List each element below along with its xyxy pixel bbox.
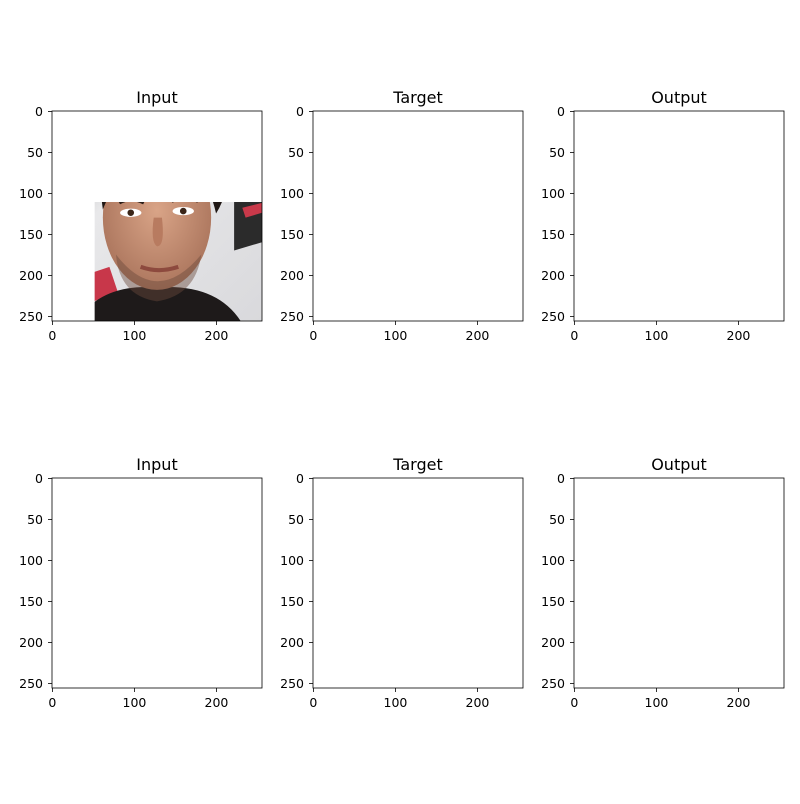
x-tick-label: 0 xyxy=(48,695,56,710)
axes-frame xyxy=(51,477,263,689)
x-tick-label: 0 xyxy=(570,328,578,343)
y-tick-label: 150 xyxy=(280,594,304,609)
panel-title: Output xyxy=(651,455,707,474)
x-tick-label: 200 xyxy=(205,328,229,343)
x-tick-label: 100 xyxy=(645,695,669,710)
image-panel: Output 0 50 100 150 200 250 0 100 200 xyxy=(541,88,787,343)
y-tick-label: 0 xyxy=(296,471,304,486)
x-tick-label: 200 xyxy=(727,328,751,343)
y-tick-label: 50 xyxy=(549,145,565,160)
y-tick-label: 0 xyxy=(35,104,43,119)
x-tick-label: 0 xyxy=(570,695,578,710)
y-tick-label: 100 xyxy=(280,553,304,568)
y-tick-label: 0 xyxy=(35,471,43,486)
x-tick-label: 100 xyxy=(123,328,147,343)
panel-title: Input xyxy=(136,455,177,474)
x-tick-label: 0 xyxy=(309,328,317,343)
axes-frame xyxy=(312,477,524,689)
panel-title: Output xyxy=(651,88,707,107)
y-tick-label: 100 xyxy=(19,553,43,568)
x-tick-label: 200 xyxy=(205,695,229,710)
y-tick-label: 200 xyxy=(541,635,565,650)
y-tick-label: 0 xyxy=(557,471,565,486)
y-tick-label: 50 xyxy=(27,512,43,527)
x-tick-label: 100 xyxy=(384,328,408,343)
y-tick-label: 150 xyxy=(541,594,565,609)
x-tick-label: 200 xyxy=(727,695,751,710)
x-tick-label: 0 xyxy=(48,328,56,343)
axes-frame xyxy=(312,110,524,322)
image-panel: Target 0 50 100 150 200 250 0 100 200 xyxy=(280,455,524,710)
y-tick-label: 0 xyxy=(557,104,565,119)
image-panel: Input 0 50 100 150 200 250 0 100 200 xyxy=(19,88,262,343)
x-tick-label: 200 xyxy=(466,328,490,343)
y-tick-label: 250 xyxy=(280,676,304,691)
image-panel: Target 0 50 100 150 200 250 0 100 200 xyxy=(280,88,524,343)
image-panel: Output 0 50 100 150 200 250 0 100 200 xyxy=(541,455,785,710)
y-tick-label: 150 xyxy=(541,227,565,242)
y-tick-label: 50 xyxy=(549,512,565,527)
face-image xyxy=(574,111,787,321)
y-tick-label: 50 xyxy=(288,512,304,527)
y-tick-label: 200 xyxy=(19,268,43,283)
x-tick-label: 0 xyxy=(309,695,317,710)
y-tick-label: 0 xyxy=(296,104,304,119)
y-tick-label: 50 xyxy=(27,145,43,160)
panel-title: Target xyxy=(392,455,443,474)
y-tick-label: 50 xyxy=(288,145,304,160)
face-image xyxy=(574,478,784,688)
face-image xyxy=(52,478,262,688)
y-tick-label: 250 xyxy=(541,676,565,691)
y-tick-label: 200 xyxy=(280,268,304,283)
y-tick-label: 200 xyxy=(280,635,304,650)
y-tick-label: 100 xyxy=(541,186,565,201)
axes-frame xyxy=(573,110,785,322)
y-tick-label: 150 xyxy=(19,594,43,609)
y-tick-label: 250 xyxy=(541,309,565,324)
y-tick-label: 200 xyxy=(19,635,43,650)
y-tick-label: 150 xyxy=(19,227,43,242)
y-tick-label: 100 xyxy=(280,186,304,201)
y-tick-label: 100 xyxy=(19,186,43,201)
face-image xyxy=(313,111,523,321)
x-tick-label: 100 xyxy=(645,328,669,343)
axes-frame xyxy=(573,477,785,689)
panel-title: Input xyxy=(136,88,177,107)
y-tick-label: 200 xyxy=(541,268,565,283)
x-tick-label: 100 xyxy=(384,695,408,710)
face-image xyxy=(52,111,262,321)
y-tick-label: 150 xyxy=(280,227,304,242)
y-tick-label: 250 xyxy=(19,676,43,691)
face-image xyxy=(313,478,523,688)
y-tick-label: 250 xyxy=(280,309,304,324)
panel-title: Target xyxy=(392,88,443,107)
image-panel: Input 0 50 100 150 200 250 0 100 200 xyxy=(19,455,263,710)
y-tick-label: 250 xyxy=(19,309,43,324)
y-tick-label: 100 xyxy=(541,553,565,568)
x-tick-label: 100 xyxy=(123,695,147,710)
axes-frame xyxy=(51,110,263,322)
x-tick-label: 200 xyxy=(466,695,490,710)
